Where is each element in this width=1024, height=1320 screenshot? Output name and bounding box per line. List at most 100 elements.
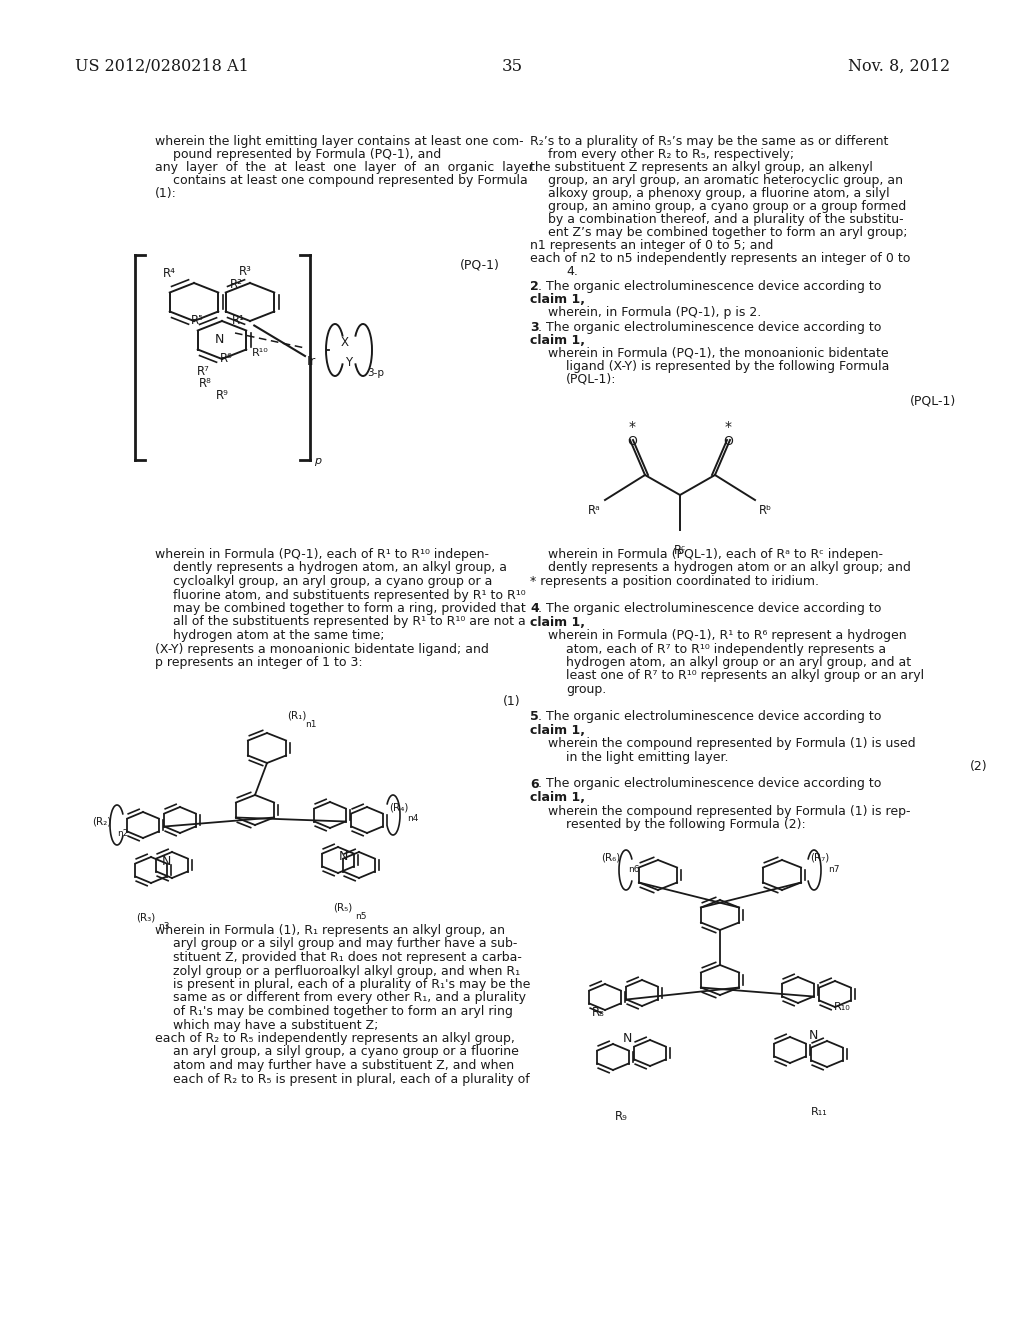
Text: alkoxy group, a phenoxy group, a fluorine atom, a silyl: alkoxy group, a phenoxy group, a fluorin… [548, 187, 890, 201]
Text: R₁₀: R₁₀ [834, 1002, 850, 1012]
Text: (R₆): (R₆) [601, 853, 620, 863]
Text: wherein in Formula (PQ-1), R¹ to R⁶ represent a hydrogen: wherein in Formula (PQ-1), R¹ to R⁶ repr… [548, 630, 906, 642]
Text: R⁶: R⁶ [219, 351, 232, 364]
Text: Ir: Ir [306, 355, 315, 368]
Text: claim 1,: claim 1, [530, 791, 585, 804]
Text: hydrogen atom, an alkyl group or an aryl group, and at: hydrogen atom, an alkyl group or an aryl… [566, 656, 911, 669]
Text: (PQL-1):: (PQL-1): [566, 374, 616, 385]
Text: claim 1,: claim 1, [530, 723, 585, 737]
Text: (R₁): (R₁) [287, 710, 306, 719]
Text: wherein in Formula (1), R₁ represents an alkyl group, an: wherein in Formula (1), R₁ represents an… [155, 924, 505, 937]
Text: (X-Y) represents a monoanionic bidentate ligand; and: (X-Y) represents a monoanionic bidentate… [155, 643, 488, 656]
Text: O: O [723, 436, 733, 447]
Text: aryl group or a silyl group and may further have a sub-: aryl group or a silyl group and may furt… [173, 937, 517, 950]
Text: Rᶜ: Rᶜ [674, 544, 686, 557]
Text: * represents a position coordinated to iridium.: * represents a position coordinated to i… [530, 576, 819, 587]
Text: each of R₂ to R₅ independently represents an alkyl group,: each of R₂ to R₅ independently represent… [155, 1032, 515, 1045]
Text: p represents an integer of 1 to 3:: p represents an integer of 1 to 3: [155, 656, 362, 669]
Text: wherein in Formula (PQ-1), the monoanionic bidentate: wherein in Formula (PQ-1), the monoanion… [548, 347, 889, 360]
Text: (R₄): (R₄) [389, 803, 409, 812]
Text: . The organic electroluminescence device according to: . The organic electroluminescence device… [538, 280, 882, 293]
Text: R⁹: R⁹ [216, 389, 228, 403]
Text: *: * [725, 420, 731, 434]
Text: atom and may further have a substituent Z, and when: atom and may further have a substituent … [173, 1059, 514, 1072]
Text: cycloalkyl group, an aryl group, a cyano group or a: cycloalkyl group, an aryl group, a cyano… [173, 576, 493, 587]
Text: R₉: R₉ [614, 1110, 628, 1123]
Text: n4: n4 [407, 814, 419, 822]
Text: wherein the compound represented by Formula (1) is rep-: wherein the compound represented by Form… [548, 804, 910, 817]
Text: wherein in Formula (PQ-1), each of R¹ to R¹⁰ indepen-: wherein in Formula (PQ-1), each of R¹ to… [155, 548, 489, 561]
Text: Y: Y [345, 356, 352, 370]
Text: n1: n1 [305, 719, 316, 729]
Text: same as or different from every other R₁, and a plurality: same as or different from every other R₁… [173, 991, 526, 1005]
Text: each of R₂ to R₅ is present in plural, each of a plurality of: each of R₂ to R₅ is present in plural, e… [173, 1072, 529, 1085]
Text: 35: 35 [502, 58, 522, 75]
Text: R¹⁰: R¹⁰ [252, 348, 269, 359]
Text: R¹: R¹ [231, 314, 245, 326]
Text: . The organic electroluminescence device according to: . The organic electroluminescence device… [538, 710, 882, 723]
Text: n5: n5 [355, 912, 367, 921]
Text: n6: n6 [629, 865, 640, 874]
Text: stituent Z, provided that R₁ does not represent a carba-: stituent Z, provided that R₁ does not re… [173, 950, 522, 964]
Text: of R₁'s may be combined together to form an aryl ring: of R₁'s may be combined together to form… [173, 1005, 513, 1018]
Text: zolyl group or a perfluoroalkyl alkyl group, and when R₁: zolyl group or a perfluoroalkyl alkyl gr… [173, 965, 520, 978]
Text: least one of R⁷ to R¹⁰ represents an alkyl group or an aryl: least one of R⁷ to R¹⁰ represents an alk… [566, 669, 924, 682]
Text: n2: n2 [118, 829, 129, 838]
Text: in the light emitting layer.: in the light emitting layer. [566, 751, 728, 763]
Text: R⁴: R⁴ [163, 267, 176, 280]
Text: O: O [627, 436, 637, 447]
Text: from every other R₂ to R₅, respectively;: from every other R₂ to R₅, respectively; [548, 148, 795, 161]
Text: 4.: 4. [566, 265, 578, 279]
Text: all of the substituents represented by R¹ to R¹⁰ are not a: all of the substituents represented by R… [173, 615, 525, 628]
Text: claim 1,: claim 1, [530, 293, 585, 306]
Text: dently represents a hydrogen atom or an alkyl group; and: dently represents a hydrogen atom or an … [548, 561, 911, 574]
Text: N: N [162, 855, 171, 869]
Text: may be combined together to form a ring, provided that: may be combined together to form a ring,… [173, 602, 525, 615]
Text: 3: 3 [530, 321, 539, 334]
Text: group, an aryl group, an aromatic heterocyclic group, an: group, an aryl group, an aromatic hetero… [548, 174, 903, 187]
Text: *: * [629, 420, 636, 434]
Text: . The organic electroluminescence device according to: . The organic electroluminescence device… [538, 321, 882, 334]
Text: fluorine atom, and substituents represented by R¹ to R¹⁰: fluorine atom, and substituents represen… [173, 589, 525, 602]
Text: wherein the light emitting layer contains at least one com-: wherein the light emitting layer contain… [155, 135, 523, 148]
Text: atom, each of R⁷ to R¹⁰ independently represents a: atom, each of R⁷ to R¹⁰ independently re… [566, 643, 886, 656]
Text: pound represented by Formula (PQ-1), and: pound represented by Formula (PQ-1), and [173, 148, 441, 161]
Text: 5: 5 [530, 710, 539, 723]
Text: (R₅): (R₅) [334, 902, 352, 912]
Text: n7: n7 [828, 865, 840, 874]
Text: 3-p: 3-p [367, 368, 384, 378]
Text: wherein in Formula (PQL-1), each of Rᵃ to Rᶜ indepen-: wherein in Formula (PQL-1), each of Rᵃ t… [548, 548, 883, 561]
Text: by a combination thereof, and a plurality of the substitu-: by a combination thereof, and a pluralit… [548, 213, 903, 226]
Text: Nov. 8, 2012: Nov. 8, 2012 [848, 58, 950, 75]
Text: (2): (2) [970, 760, 987, 774]
Text: 4: 4 [530, 602, 539, 615]
Text: group.: group. [566, 682, 606, 696]
Text: R²: R² [229, 279, 243, 292]
Text: claim 1,: claim 1, [530, 334, 585, 347]
Text: is present in plural, each of a plurality of R₁'s may be the: is present in plural, each of a pluralit… [173, 978, 530, 991]
Text: ligand (X-Y) is represented by the following Formula: ligand (X-Y) is represented by the follo… [566, 360, 890, 374]
Text: wherein, in Formula (PQ-1), p is 2.: wherein, in Formula (PQ-1), p is 2. [548, 306, 761, 319]
Text: wherein the compound represented by Formula (1) is used: wherein the compound represented by Form… [548, 737, 915, 750]
Text: an aryl group, a silyl group, a cyano group or a fluorine: an aryl group, a silyl group, a cyano gr… [173, 1045, 519, 1059]
Text: claim 1,: claim 1, [530, 615, 585, 628]
Text: any  layer  of  the  at  least  one  layer  of  an  organic  layer: any layer of the at least one layer of a… [155, 161, 534, 174]
Text: 6: 6 [530, 777, 539, 791]
Text: which may have a substituent Z;: which may have a substituent Z; [173, 1019, 379, 1031]
Text: N: N [338, 850, 348, 863]
Text: Rᵃ: Rᵃ [588, 504, 601, 517]
Text: R₁₁: R₁₁ [811, 1107, 827, 1117]
Text: (R₂): (R₂) [92, 817, 111, 828]
Text: (R₃): (R₃) [136, 912, 156, 921]
Text: (R₇): (R₇) [810, 853, 829, 863]
Text: n1 represents an integer of 0 to 5; and: n1 represents an integer of 0 to 5; and [530, 239, 773, 252]
Text: group, an amino group, a cyano group or a group formed: group, an amino group, a cyano group or … [548, 201, 906, 213]
Text: (1): (1) [503, 696, 520, 708]
Text: (PQL-1): (PQL-1) [910, 395, 956, 408]
Text: contains at least one compound represented by Formula: contains at least one compound represent… [173, 174, 527, 187]
Text: . The organic electroluminescence device according to: . The organic electroluminescence device… [538, 777, 882, 791]
Text: R⁵: R⁵ [191, 314, 204, 326]
Text: each of n2 to n5 independently represents an integer of 0 to: each of n2 to n5 independently represent… [530, 252, 910, 265]
Text: ent Z’s may be combined together to form an aryl group;: ent Z’s may be combined together to form… [548, 226, 907, 239]
Text: N: N [214, 333, 223, 346]
